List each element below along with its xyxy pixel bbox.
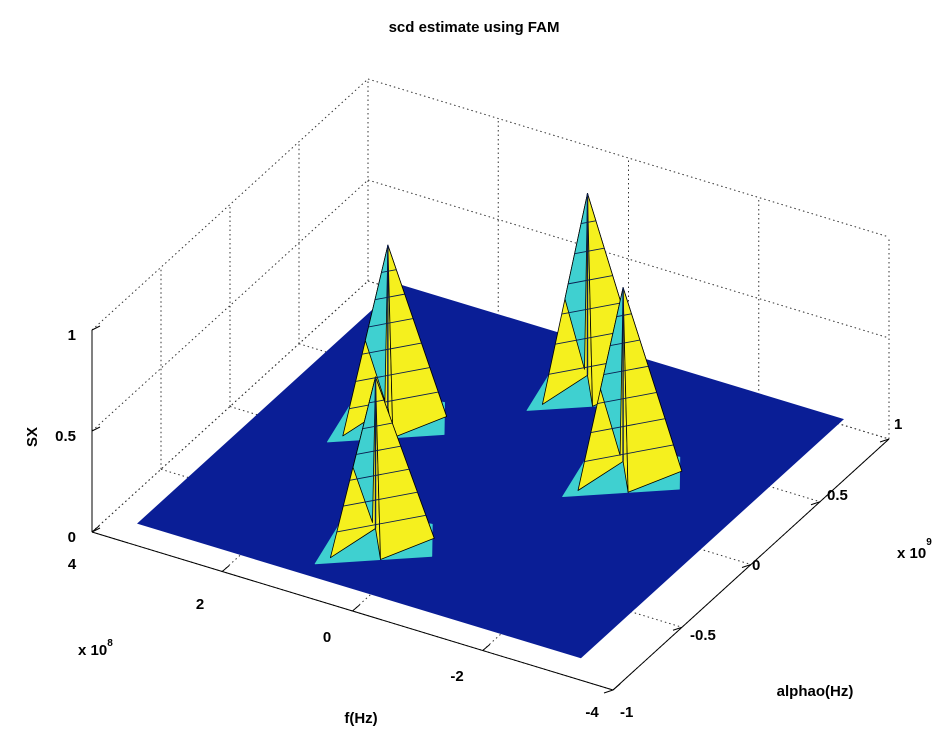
peak-contour-line — [568, 275, 613, 285]
surface-base — [137, 284, 844, 659]
y-multiplier-base: x 10 — [897, 545, 926, 562]
z-tick-label: 0.5 — [55, 428, 76, 445]
y-tick-mark — [741, 564, 752, 568]
surface-plot — [137, 284, 844, 659]
peak-contour-line — [561, 302, 622, 315]
z-tick-label: 0 — [68, 529, 76, 546]
y-tick-mark — [879, 438, 890, 443]
x-tick-label: -4 — [585, 704, 599, 721]
x-tick-label: -2 — [450, 668, 463, 685]
wall-grid-line — [367, 179, 890, 339]
peak-face — [387, 244, 448, 439]
chart-title: scd estimate using FAM — [389, 19, 560, 36]
peak-face — [352, 376, 376, 523]
peak-contour-line — [368, 318, 414, 328]
surface-peak — [562, 287, 683, 498]
x-tick-label: 0 — [323, 629, 331, 646]
peak-contour-line — [336, 514, 426, 533]
y-tick-label: -0.5 — [690, 627, 716, 644]
x-tick-mark — [221, 565, 230, 572]
axes — [91, 325, 890, 694]
peak-contour-line — [349, 468, 410, 481]
x-tick-mark — [352, 604, 360, 612]
x-tick-label: 2 — [196, 596, 204, 613]
y-tick-mark — [603, 689, 614, 694]
peak-contour-line — [610, 339, 640, 347]
peak-contour-line — [580, 220, 596, 225]
peak-contour-line — [574, 247, 605, 255]
peak-contour-line — [355, 367, 430, 382]
y-tick-label: 0 — [752, 557, 760, 574]
peak-contour-line — [597, 392, 657, 405]
surface-peaks — [314, 193, 683, 565]
peak-face — [622, 287, 683, 493]
x-tick-mark — [91, 525, 100, 533]
peak-contour-line — [343, 491, 418, 507]
z-tick-label: 1 — [68, 327, 76, 344]
peak-contour-line — [616, 313, 632, 318]
wall-grid-line — [91, 280, 369, 533]
z-axis-label: SX — [24, 427, 41, 447]
y-multiplier: x 109 — [897, 537, 932, 562]
z-tick-mark — [91, 325, 101, 331]
peak-face — [364, 244, 389, 402]
peak-contour-line — [361, 342, 422, 355]
peak-contour-line — [374, 293, 405, 301]
y-tick-mark — [672, 626, 683, 631]
x-tick-mark — [612, 683, 621, 691]
x-multiplier-base: x 10 — [78, 642, 107, 659]
peak-contour-line — [590, 418, 666, 434]
peak-contour-line — [584, 444, 674, 462]
peak-contour-line — [603, 365, 649, 376]
x-tick-mark — [482, 644, 491, 651]
x-axis-label: f(Hz) — [344, 710, 377, 727]
surface-peak — [314, 376, 435, 565]
peak-contour-line — [381, 269, 397, 273]
wall-grid-line — [91, 78, 369, 331]
z-tick-mark — [91, 426, 101, 432]
y-tick-label: 0.5 — [827, 487, 848, 504]
x-multiplier-exponent: 8 — [107, 638, 113, 649]
peak-contour-line — [349, 391, 439, 410]
peak-contour-line — [362, 422, 393, 430]
y-axis-label: alphao(Hz) — [777, 683, 854, 700]
peak-contour-line — [356, 445, 401, 455]
wall-grid-line — [367, 78, 890, 238]
y-tick-mark — [810, 501, 821, 506]
peak-contour-line — [368, 399, 384, 404]
y-multiplier-exponent: 9 — [926, 537, 932, 548]
y-tick-label: -1 — [620, 704, 633, 721]
x-tick-label: 4 — [68, 556, 77, 573]
x-multiplier: x 108 — [78, 638, 113, 659]
y-tick-label: 1 — [894, 416, 902, 433]
wall-grid-line — [91, 179, 369, 432]
peak-face — [564, 193, 588, 370]
peak-face — [375, 376, 435, 560]
